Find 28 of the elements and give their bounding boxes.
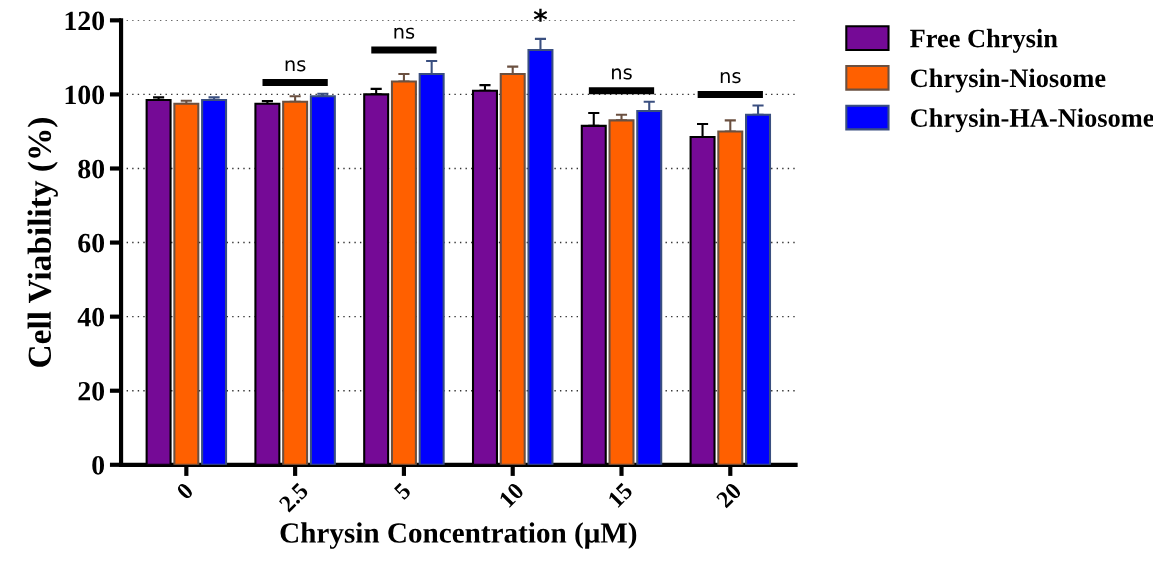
- y-tick-label: 80: [78, 159, 105, 179]
- legend-label: Free Chrysin: [910, 28, 1058, 53]
- x-tick-label: 2.5: [278, 481, 310, 513]
- y-tick-label: 120: [65, 11, 105, 31]
- y-tick-label: 60: [78, 233, 105, 253]
- x-tick-label: 15: [607, 481, 634, 508]
- y-tick-label: 40: [77, 307, 105, 327]
- legend-label: Chrysin-Niosome: [910, 68, 1106, 93]
- annotation: ns: [612, 68, 632, 80]
- x-tick-label: 20: [715, 481, 743, 509]
- bar: [282, 100, 309, 465]
- y-axis-title: Cell Viability (%): [27, 118, 58, 367]
- y-tick-label: 0: [92, 455, 105, 475]
- bar: [608, 119, 635, 465]
- annotation: ns: [285, 60, 306, 72]
- bar: [173, 102, 200, 465]
- annotation: *: [533, 8, 548, 22]
- x-axis-title: Chrysin Concentration (μM): [280, 522, 637, 549]
- x-tick-label: 5: [393, 482, 412, 501]
- bar: [309, 95, 336, 465]
- y-tick-label: 100: [65, 85, 105, 105]
- legend-label: Chrysin-HA-Niosome: [910, 108, 1153, 133]
- x-tick-label: 10: [498, 481, 525, 508]
- annotation: ns: [394, 27, 415, 39]
- x-tick-label: 0: [175, 481, 195, 501]
- bar: [201, 98, 228, 465]
- y-tick-label: 20: [78, 381, 105, 401]
- annotation: ns: [720, 72, 741, 84]
